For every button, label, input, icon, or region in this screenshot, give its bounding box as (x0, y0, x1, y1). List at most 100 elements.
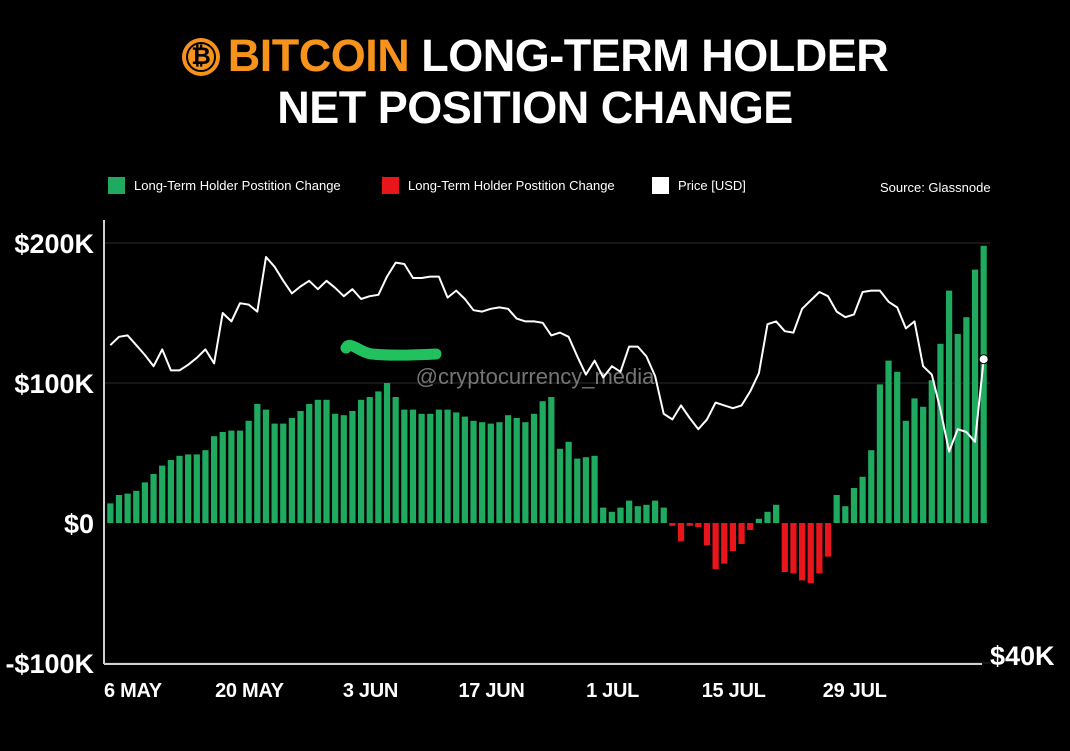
bar (902, 420, 909, 523)
bar (297, 411, 304, 523)
x-tick-label: 15 JUL (702, 680, 766, 702)
legend-label-negative: Long-Term Holder Postition Change (408, 178, 615, 193)
bar (651, 500, 659, 523)
bar (496, 422, 503, 523)
bar (401, 409, 408, 523)
title-accent-word: BITCOIN (227, 30, 410, 81)
bar (548, 397, 555, 523)
legend-item-price: Price [USD] (652, 177, 746, 194)
bar (980, 245, 987, 524)
bar (427, 413, 434, 523)
bar (193, 454, 200, 523)
bar (695, 523, 702, 528)
bar (159, 465, 166, 523)
title-line-1: ₿ BITCOIN LONG-TERM HOLDER (0, 30, 1070, 82)
price-line (109, 256, 985, 453)
bar (600, 507, 607, 523)
title-line-2: NET POSITION CHANGE (277, 82, 793, 133)
bar (262, 409, 270, 523)
bar (487, 423, 494, 523)
bar (686, 523, 693, 526)
bar (323, 399, 330, 523)
right-axis-label: $40K (990, 641, 1055, 671)
bar (271, 423, 278, 523)
bar (357, 399, 365, 523)
bar (141, 482, 149, 523)
x-tick-label: 29 JUL (823, 680, 887, 702)
bar (504, 415, 512, 523)
bar (435, 409, 443, 523)
x-tick-label: 3 JUN (343, 680, 398, 702)
bar (479, 422, 486, 523)
bar (236, 430, 244, 523)
bar (522, 422, 529, 523)
bar (228, 430, 235, 523)
bar (254, 404, 261, 523)
bar (894, 371, 901, 523)
bar (332, 413, 339, 523)
bitcoin-logo-icon: ₿ (181, 38, 220, 76)
bar (565, 441, 572, 523)
legend-swatch-price (652, 177, 669, 194)
bar (392, 397, 399, 523)
legend-swatch-positive (108, 177, 125, 194)
bar (634, 506, 641, 523)
bar (245, 420, 252, 523)
bar (842, 506, 849, 523)
bar (703, 523, 711, 546)
bar (340, 415, 347, 523)
bar (963, 317, 970, 523)
x-tick-label: 1 JUL (586, 680, 639, 702)
bar (911, 398, 918, 523)
bar (721, 523, 728, 564)
bar (790, 523, 797, 574)
x-tick-label: 17 JUN (458, 680, 524, 702)
bar (107, 503, 114, 523)
legend-item-negative: Long-Term Holder Postition Change (382, 177, 615, 194)
bar (383, 383, 391, 523)
bar (824, 523, 832, 557)
bar (868, 450, 875, 523)
bar (539, 401, 546, 523)
bar (418, 413, 425, 523)
legend-swatch-negative (382, 177, 399, 194)
bar (453, 412, 460, 523)
bar (133, 490, 140, 523)
bar (375, 391, 382, 523)
chart-title: ₿ BITCOIN LONG-TERM HOLDER NET POSITION C… (0, 30, 1070, 134)
bar (712, 523, 719, 570)
bar (444, 409, 451, 523)
bar (729, 523, 737, 551)
bar (807, 523, 814, 584)
y-tick-label: $200K (14, 229, 94, 259)
bar (747, 523, 754, 530)
price-end-point (978, 354, 989, 365)
y-tick-label: $0 (64, 509, 94, 539)
highlight-stroke (340, 340, 442, 361)
bar (920, 406, 927, 523)
source-label: Source: Glassnode (880, 180, 991, 195)
bar (185, 454, 192, 523)
bar (764, 511, 771, 523)
bar (850, 488, 858, 523)
bar (176, 455, 183, 523)
bar (167, 460, 174, 523)
bar (617, 507, 624, 523)
y-tick-label: $100K (14, 369, 94, 399)
bar (677, 523, 685, 542)
bar (928, 380, 935, 523)
bar (461, 416, 468, 523)
bar (470, 420, 477, 523)
bar (530, 413, 538, 523)
bar (876, 384, 884, 523)
bar (945, 290, 953, 523)
bar (660, 507, 667, 523)
bar (409, 409, 417, 523)
bar (115, 495, 123, 523)
bar (124, 493, 131, 523)
bar (755, 518, 762, 523)
bar (314, 399, 321, 523)
bar (885, 360, 892, 523)
bar (859, 476, 866, 523)
